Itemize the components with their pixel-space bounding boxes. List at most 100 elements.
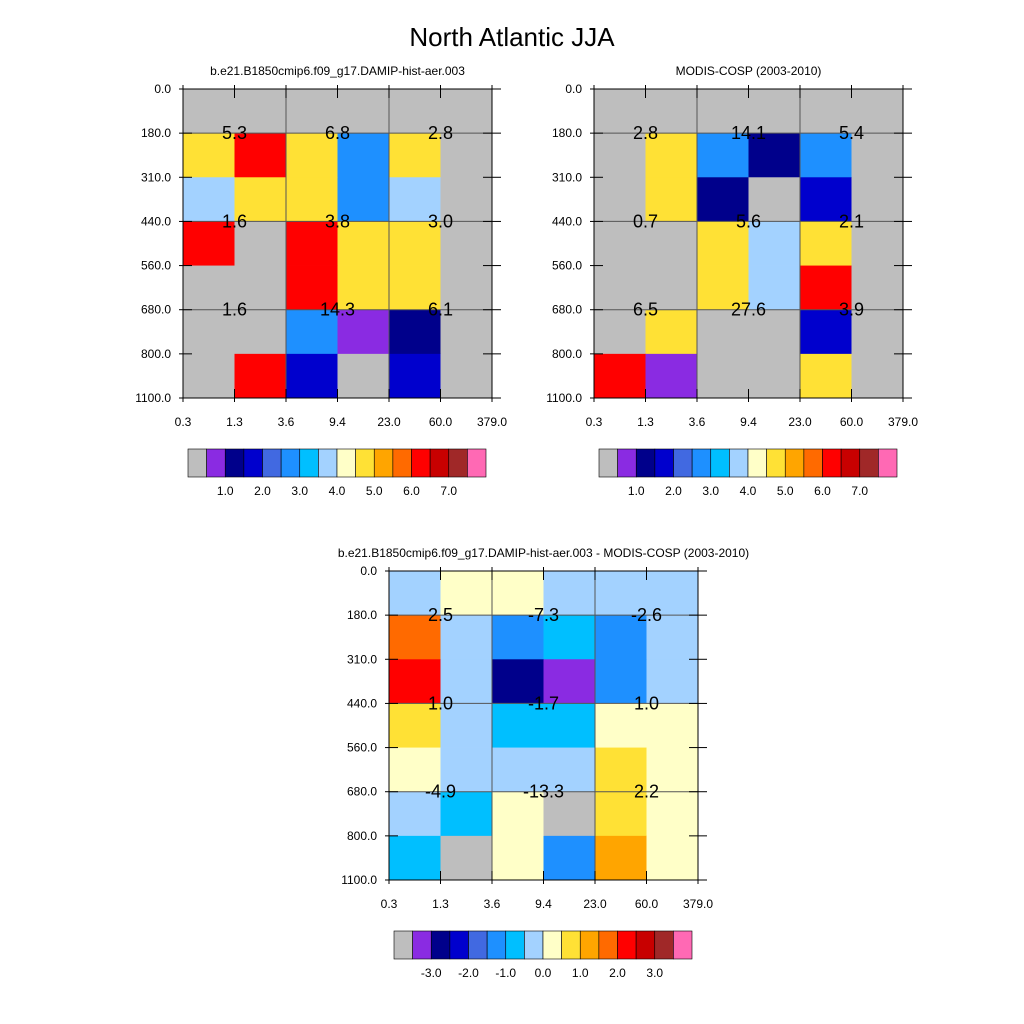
heatmap-cell xyxy=(183,265,235,311)
colorbar-swatch xyxy=(747,448,767,478)
block-value-label: 6.1 xyxy=(428,300,453,320)
heatmap-cell xyxy=(440,353,493,399)
block-value-label: 2.5 xyxy=(428,605,453,625)
colorbar-swatch xyxy=(729,448,749,478)
heatmap-cell xyxy=(800,309,852,355)
heatmap-cell xyxy=(800,177,852,222)
heatmap-cell xyxy=(543,791,596,837)
heatmap-cell xyxy=(183,177,235,222)
colorbar-swatch xyxy=(840,448,861,478)
colorbar-swatch xyxy=(448,448,468,478)
colorbar-label: 4.0 xyxy=(329,484,346,498)
heatmap-cell xyxy=(337,221,390,266)
x-tick-label: 9.4 xyxy=(740,415,757,429)
heatmap-cell xyxy=(234,133,287,178)
heatmap-cell xyxy=(492,571,544,616)
heatmap-cell xyxy=(234,265,287,311)
x-tick-label: 23.0 xyxy=(377,415,401,429)
colorbar-swatch xyxy=(373,448,394,478)
y-tick-label: 680.0 xyxy=(552,303,582,317)
heatmap-cell xyxy=(183,221,235,266)
heatmap-cell xyxy=(697,221,749,266)
x-tick-label: 9.4 xyxy=(329,415,346,429)
heatmap-cell xyxy=(234,89,287,134)
heatmap-cell xyxy=(646,747,699,793)
x-tick-label: 3.6 xyxy=(278,415,295,429)
y-tick-label: 0.0 xyxy=(565,82,582,96)
colorbar-swatch xyxy=(224,448,245,478)
colorbar-swatch xyxy=(299,448,319,478)
colorbar-1: 1.0 2.0 3.0 4.0 5.0 6.0 7.0 xyxy=(187,448,487,498)
heatmap-cell xyxy=(543,571,596,616)
heatmap-cell xyxy=(492,615,544,660)
heatmap-cell xyxy=(234,309,287,355)
panel-title: MODIS-COSP (2003-2010) xyxy=(676,64,822,78)
colorbar-label: -3.0 xyxy=(421,966,442,980)
colorbar-label: 6.0 xyxy=(403,484,420,498)
colorbar-label: 1.0 xyxy=(628,484,645,498)
heatmap-cell xyxy=(440,571,493,616)
heatmap-cell xyxy=(440,615,493,660)
heatmap-cell xyxy=(440,747,493,793)
heatmap-cell xyxy=(492,791,544,837)
y-tick-label: 0.0 xyxy=(360,564,377,578)
heatmap-cell xyxy=(286,177,338,222)
heatmap-cell xyxy=(645,221,698,266)
colorbar-swatch xyxy=(598,930,618,960)
block-value-label: 0.7 xyxy=(633,211,658,231)
y-tick-label: 0.0 xyxy=(154,82,171,96)
x-tick-label: 379.0 xyxy=(683,897,713,911)
heatmap-panel-3: b.e21.B1850cmip6.f09_g17.DAMIP-hist-aer.… xyxy=(338,546,749,911)
heatmap-cell xyxy=(440,221,493,266)
heatmap-cell xyxy=(543,703,596,748)
colorbar-label: 2.0 xyxy=(254,484,271,498)
heatmap-cell xyxy=(595,791,647,837)
heatmap-cell xyxy=(183,133,235,178)
heatmap-cell xyxy=(800,265,852,311)
block-value-label: 1.6 xyxy=(222,300,247,320)
colorbar-swatch xyxy=(336,448,356,478)
colorbar-swatch xyxy=(859,448,879,478)
x-tick-label: 0.3 xyxy=(381,897,398,911)
colorbar-swatch xyxy=(393,930,413,960)
colorbar-swatch xyxy=(654,930,674,960)
block-value-label: 1.6 xyxy=(222,211,247,231)
colorbar-swatch xyxy=(673,930,693,960)
heatmap-panel-1: b.e21.B1850cmip6.f09_g17.DAMIP-hist-aer.… xyxy=(135,64,507,429)
block-value-label: -7.3 xyxy=(528,605,559,625)
colorbar-swatch xyxy=(617,930,637,960)
heatmap-cell xyxy=(389,89,441,134)
heatmap-cell xyxy=(286,309,338,355)
heatmap-cell xyxy=(337,265,390,311)
heatmap-cell xyxy=(595,835,647,881)
colorbar-swatch xyxy=(243,448,263,478)
colorbar-label: 6.0 xyxy=(814,484,831,498)
colorbar-swatch xyxy=(280,448,301,478)
heatmap-cell xyxy=(337,177,390,222)
x-tick-label: 1.3 xyxy=(226,415,243,429)
heatmap-cell xyxy=(645,177,698,222)
block-value-label: 27.6 xyxy=(731,300,766,320)
block-value-label: 6.5 xyxy=(633,300,658,320)
y-tick-label: 1100.0 xyxy=(546,391,582,405)
heatmap-cell xyxy=(646,703,699,748)
y-tick-label: 680.0 xyxy=(347,785,377,799)
y-tick-label: 680.0 xyxy=(141,303,171,317)
heatmap-cell xyxy=(183,89,235,134)
block-value-label: 2.8 xyxy=(428,123,453,143)
heatmap-cell xyxy=(748,177,801,222)
colorbar-label: 1.0 xyxy=(572,966,589,980)
heatmap-cell xyxy=(440,89,493,134)
colorbar-swatch xyxy=(673,448,693,478)
heatmap-cell xyxy=(800,353,852,399)
block-value-label: -4.9 xyxy=(425,782,456,802)
heatmap-cell xyxy=(286,265,338,311)
heatmap-cell xyxy=(851,133,904,178)
heatmap-cell xyxy=(492,703,544,748)
heatmap-cell xyxy=(594,221,646,266)
colorbar-label: 1.0 xyxy=(217,484,234,498)
heatmap-cell xyxy=(748,265,801,311)
x-tick-label: 3.6 xyxy=(484,897,501,911)
heatmap-cell xyxy=(183,309,235,355)
heatmap-cell xyxy=(851,221,904,266)
